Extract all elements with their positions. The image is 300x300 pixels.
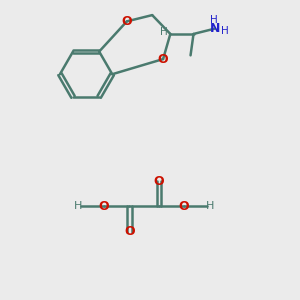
Text: O: O (99, 200, 109, 213)
Text: O: O (124, 225, 134, 238)
Text: H: H (160, 28, 168, 38)
Text: H: H (221, 26, 229, 36)
Text: O: O (122, 15, 132, 28)
Text: N: N (210, 22, 220, 35)
Text: H: H (74, 202, 82, 212)
Text: H: H (206, 202, 214, 212)
Text: O: O (179, 200, 190, 213)
Text: H: H (210, 15, 218, 25)
Text: O: O (154, 175, 164, 188)
Text: O: O (158, 52, 168, 66)
